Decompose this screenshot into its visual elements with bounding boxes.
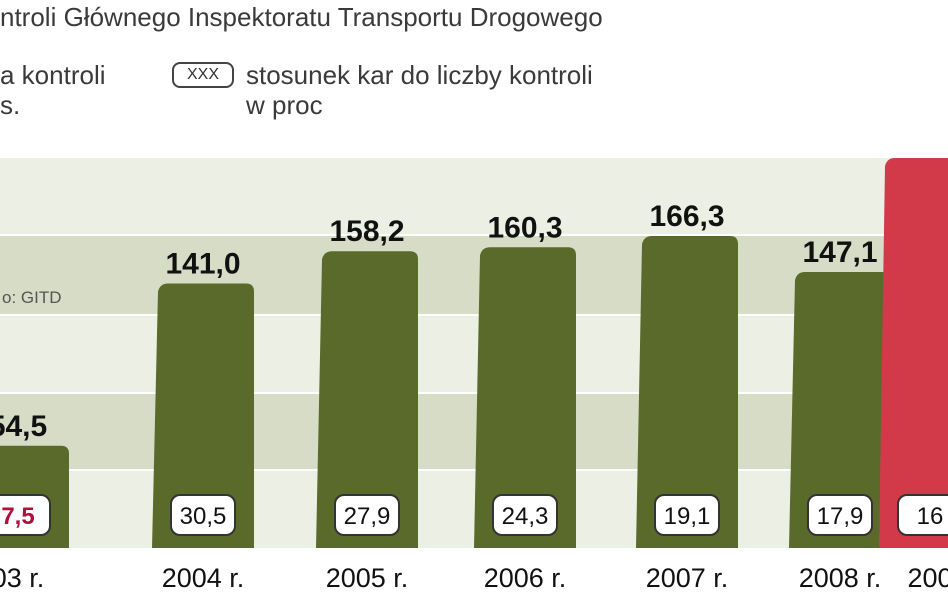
ratio-label-4: 19,1 [664, 503, 711, 530]
ratio-label-5: 17,9 [817, 503, 864, 530]
chart-title: ntroli Głównego Inspektoratu Transportu … [0, 2, 603, 32]
ratio-label-2: 27,9 [344, 503, 391, 530]
source-label: o: GITD [2, 288, 62, 307]
legend-item-b: stosunek kar do liczby kontroli w proc [246, 60, 593, 120]
legend-item-a: a kontroli s. [0, 60, 106, 120]
ratio-badge-0 [0, 494, 51, 536]
bar-5 [789, 272, 891, 548]
bar-3 [474, 247, 576, 548]
ratio-badge-6 [897, 494, 948, 536]
ratio-badge-3 [492, 494, 558, 536]
value-label-0: 54,5 [0, 410, 47, 443]
value-label-5: 147,1 [802, 236, 877, 269]
bar-4 [636, 236, 738, 548]
value-label-2: 158,2 [329, 215, 404, 248]
ratio-badge-5 [807, 494, 873, 536]
value-label-3: 160,3 [487, 211, 562, 244]
value-label-1: 141,0 [165, 247, 240, 280]
value-label-4: 166,3 [649, 200, 724, 233]
legend-ratio-badge: XXX [172, 62, 234, 88]
ratio-label-6: 16 [917, 503, 944, 530]
ratio-badge-2 [334, 494, 400, 536]
legend-a-line2: s. [0, 90, 21, 120]
bar-1 [152, 283, 254, 548]
category-label-6: 200 [907, 563, 948, 593]
legend-b-line2: w proc [246, 90, 323, 120]
background-band-0 [0, 158, 948, 235]
ratio-badge-4 [654, 494, 720, 536]
ratio-label-3: 24,3 [502, 503, 549, 530]
ratio-label-0: 7,5 [1, 503, 34, 530]
ratio-badge-1 [170, 494, 236, 536]
category-label-1: 2004 r. [162, 563, 245, 593]
bar-2 [316, 251, 418, 548]
category-label-2: 2005 r. [326, 563, 409, 593]
category-label-4: 2007 r. [646, 563, 729, 593]
bar-6 [879, 158, 948, 548]
category-label-3: 2006 r. [484, 563, 567, 593]
ratio-label-1: 30,5 [180, 503, 227, 530]
legend-b-line1: stosunek kar do liczby kontroli [246, 60, 593, 90]
category-label-5: 2008 r. [799, 563, 882, 593]
legend-a-line1: a kontroli [0, 60, 106, 90]
category-label-0: 03 r. [0, 563, 44, 593]
